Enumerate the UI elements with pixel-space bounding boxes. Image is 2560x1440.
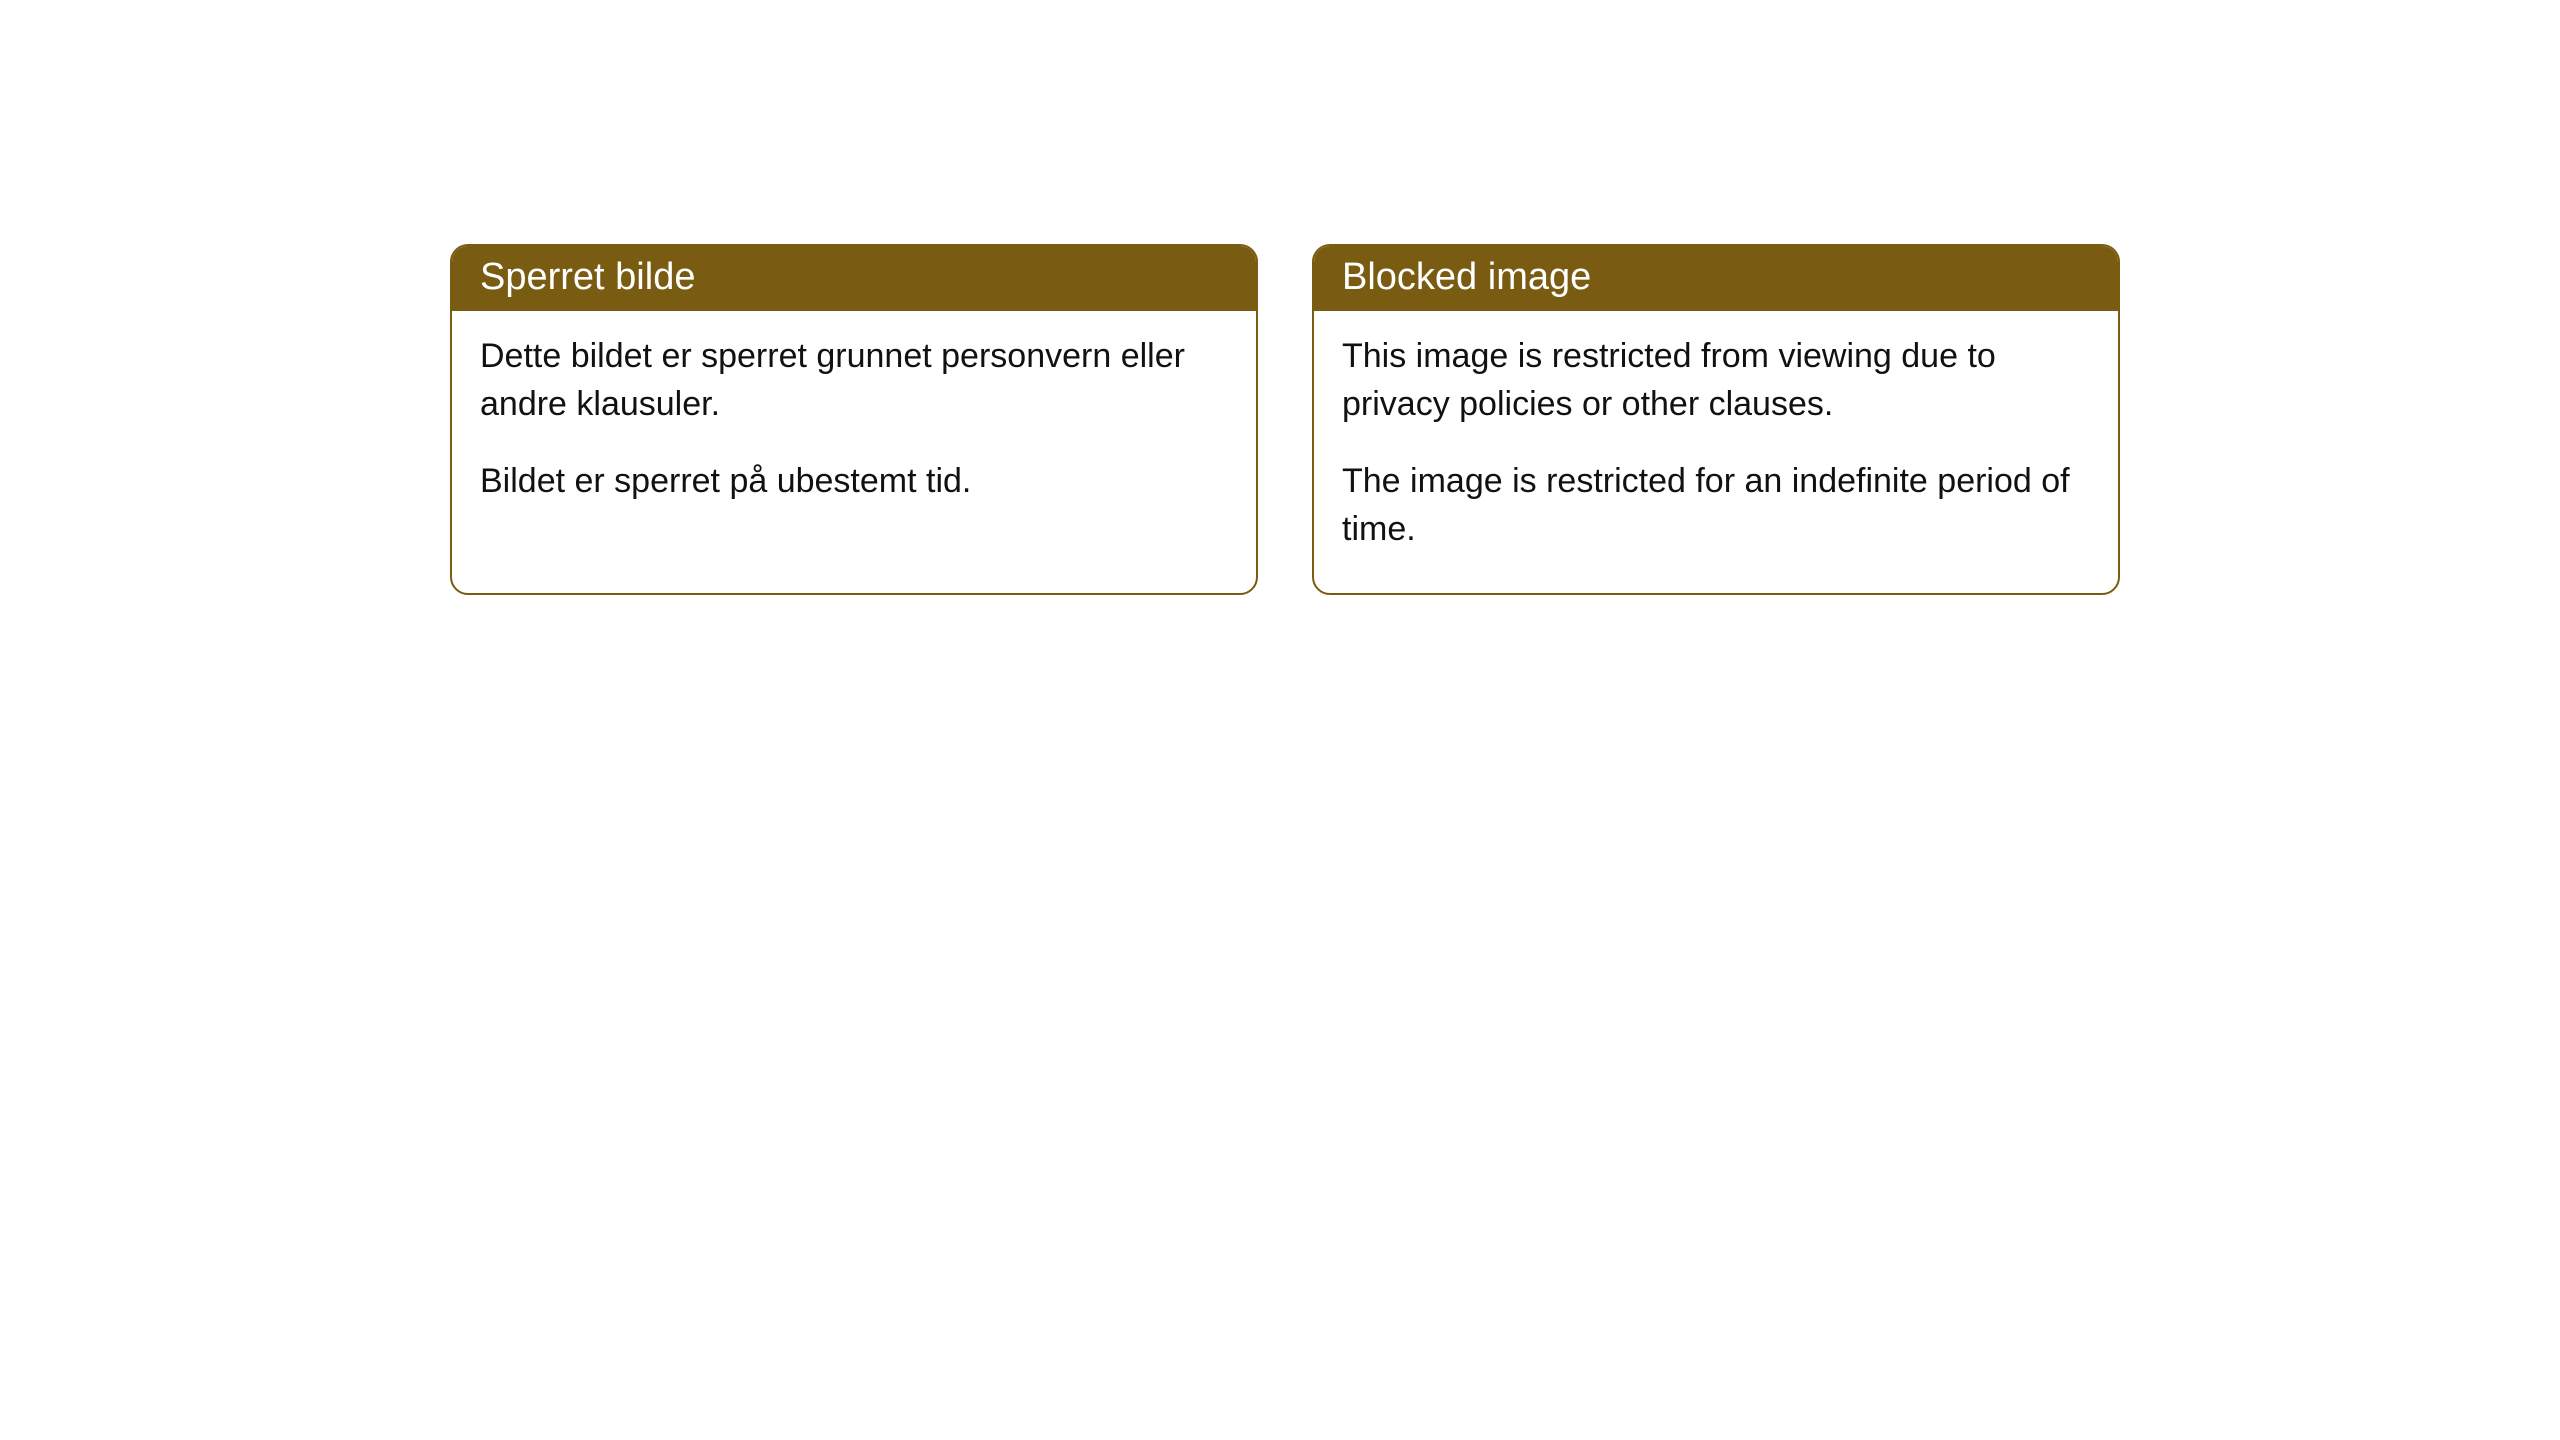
card-header: Blocked image <box>1314 246 2118 311</box>
card-body: Dette bildet er sperret grunnet personve… <box>452 311 1256 546</box>
card-paragraph: This image is restricted from viewing du… <box>1342 333 2090 428</box>
notice-card-norwegian: Sperret bilde Dette bildet er sperret gr… <box>450 244 1258 595</box>
notice-card-english: Blocked image This image is restricted f… <box>1312 244 2120 595</box>
card-paragraph: Bildet er sperret på ubestemt tid. <box>480 458 1228 506</box>
card-paragraph: The image is restricted for an indefinit… <box>1342 458 2090 553</box>
card-body: This image is restricted from viewing du… <box>1314 311 2118 593</box>
notice-cards-container: Sperret bilde Dette bildet er sperret gr… <box>450 244 2120 595</box>
card-paragraph: Dette bildet er sperret grunnet personve… <box>480 333 1228 428</box>
card-header: Sperret bilde <box>452 246 1256 311</box>
